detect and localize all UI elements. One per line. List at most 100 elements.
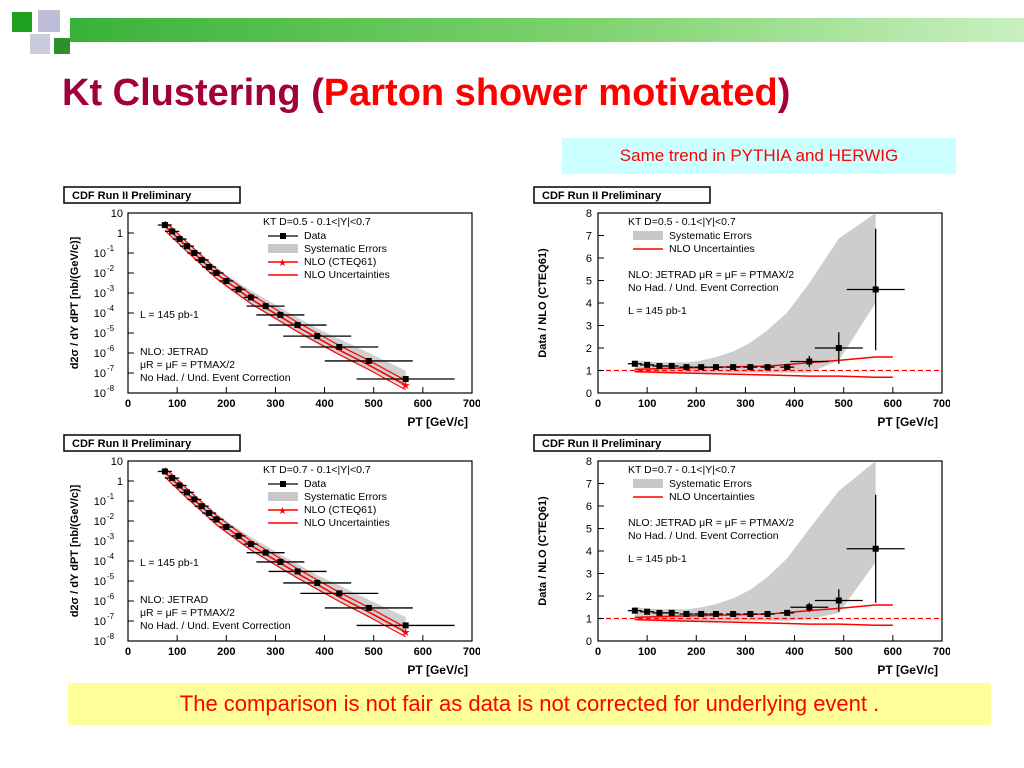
nlo-uncertainty-upper — [164, 467, 406, 628]
data-point — [784, 609, 791, 616]
y-tick-exponent: -6 — [107, 344, 115, 353]
chart-svg: CDF Run II Preliminary 0 1 2 3 4 5 6 7 8 0 100 200 30… — [533, 186, 950, 429]
data-point — [402, 622, 409, 629]
y-tick-label: 10 — [94, 328, 106, 340]
banner-box — [63, 186, 241, 204]
chart-header: KT D=0.5 - 0.1<|Y|<0.7 — [628, 216, 736, 228]
x-tick-label: 500 — [835, 398, 853, 410]
data-point — [712, 611, 719, 617]
data-point — [176, 236, 183, 243]
data-point — [206, 510, 213, 517]
data-point — [191, 250, 198, 256]
nlo-uncertainty-upper — [164, 220, 406, 381]
y-tick-label: 10 — [94, 616, 106, 628]
y-tick-label: 4 — [586, 546, 592, 558]
y-tick-label: 10 — [111, 456, 123, 468]
legend-label: Systematic Errors — [669, 478, 752, 490]
x-tick-label: 100 — [638, 398, 656, 410]
banner-text: CDF Run II Preliminary — [542, 190, 662, 202]
title-accent: Parton shower motivated — [323, 72, 778, 114]
data-point — [806, 358, 813, 365]
nlo-uncertainty-lower — [164, 476, 406, 638]
legend-label: NLO Uncertainties — [304, 517, 390, 529]
chart-annotation: L = 145 pb-1 — [628, 553, 687, 565]
chart-annotation: L = 145 pb-1 — [628, 305, 687, 317]
chart-annotation: No Had. / Und. Event Correction — [140, 620, 291, 632]
y-axis-label: Data / NLO (CTEQ61) — [537, 496, 549, 606]
legend-swatch-star: ★ — [278, 506, 287, 517]
y-tick-exponent: -1 — [107, 492, 115, 501]
x-tick-label: 500 — [835, 646, 853, 658]
data-point — [206, 263, 213, 270]
y-tick-label: 10 — [94, 536, 106, 548]
chart-annotation: No Had. / Und. Event Correction — [140, 372, 291, 384]
data-point — [336, 343, 343, 350]
y-tick-exponent: -4 — [107, 304, 115, 313]
legend-label: Data — [304, 230, 326, 242]
x-tick-label: 0 — [125, 646, 131, 658]
y-tick-label: 5 — [586, 524, 592, 536]
data-point — [176, 482, 183, 489]
y-tick-label: 8 — [586, 208, 592, 220]
x-tick-label: 500 — [365, 398, 383, 410]
x-tick-label: 300 — [736, 398, 754, 410]
chart-annotation: No Had. / Und. Event Correction — [628, 530, 779, 542]
y-tick-label: 3 — [586, 321, 592, 333]
data-point — [336, 590, 343, 597]
data-point — [223, 277, 230, 284]
y-tick-label: 10 — [94, 268, 106, 280]
data-point — [235, 286, 242, 293]
y-tick-label: 0 — [586, 388, 592, 400]
chart-annotation: No Had. / Und. Event Correction — [628, 282, 779, 294]
data-point — [631, 607, 638, 614]
x-tick-label: 100 — [168, 398, 186, 410]
nlo-uncertainty-lower — [634, 618, 893, 626]
y-tick-label: 2 — [586, 591, 592, 603]
x-tick-label: 0 — [125, 398, 131, 410]
data-point — [668, 609, 675, 616]
x-tick-label: 100 — [168, 646, 186, 658]
data-point — [644, 608, 651, 615]
slide-title: Kt Clustering (Parton shower motivated) — [62, 72, 790, 115]
legend-label: Data — [304, 478, 326, 490]
bottom-note: The comparison is not fair as data is no… — [68, 683, 991, 725]
y-tick-exponent: -4 — [107, 552, 115, 561]
y-tick-label: 1 — [117, 476, 123, 488]
y-tick-exponent: -3 — [107, 284, 115, 293]
y-tick-label: 0 — [586, 636, 592, 648]
data-point — [764, 611, 771, 617]
data-point — [698, 364, 705, 371]
data-point — [806, 604, 813, 611]
banner-text: CDF Run II Preliminary — [72, 190, 192, 202]
data-point — [191, 496, 198, 503]
y-tick-exponent: -8 — [107, 384, 115, 393]
nlo-uncertainty-lower — [164, 229, 406, 391]
chart-annotation: NLO: JETRAD μR = μF = PTMAX/2 — [628, 517, 794, 529]
y-tick-exponent: -1 — [107, 244, 115, 253]
chart-annotation: NLO: JETRAD μR = μF = PTMAX/2 — [628, 269, 794, 281]
chart-annotation: L = 145 pb-1 — [140, 309, 199, 321]
data-point — [668, 363, 675, 369]
data-point — [213, 270, 220, 276]
y-tick-label: 1 — [117, 228, 123, 240]
data-point — [314, 579, 321, 586]
chart-annotation: NLO: JETRAD — [140, 594, 209, 606]
legend-label: Systematic Errors — [669, 230, 752, 242]
x-tick-label: 400 — [785, 646, 803, 658]
legend-label: NLO (CTEQ61) — [304, 256, 376, 268]
decoration-square-dark — [54, 38, 70, 54]
data-point — [644, 361, 651, 368]
y-tick-label: 8 — [586, 456, 592, 468]
title-suffix: ) — [777, 72, 791, 114]
legend-label: NLO (CTEQ61) — [304, 504, 376, 516]
plot-frame — [127, 460, 473, 642]
legend-swatch-band — [633, 231, 663, 240]
x-tick-label: 700 — [463, 398, 480, 410]
data-point — [365, 357, 372, 364]
data-point — [262, 303, 269, 310]
legend-swatch-band — [268, 492, 298, 501]
x-axis-label: PT [GeV/c] — [877, 663, 938, 677]
data-point — [314, 333, 321, 340]
banner-text: CDF Run II Preliminary — [542, 438, 662, 450]
legend-label: NLO Uncertainties — [669, 243, 755, 255]
